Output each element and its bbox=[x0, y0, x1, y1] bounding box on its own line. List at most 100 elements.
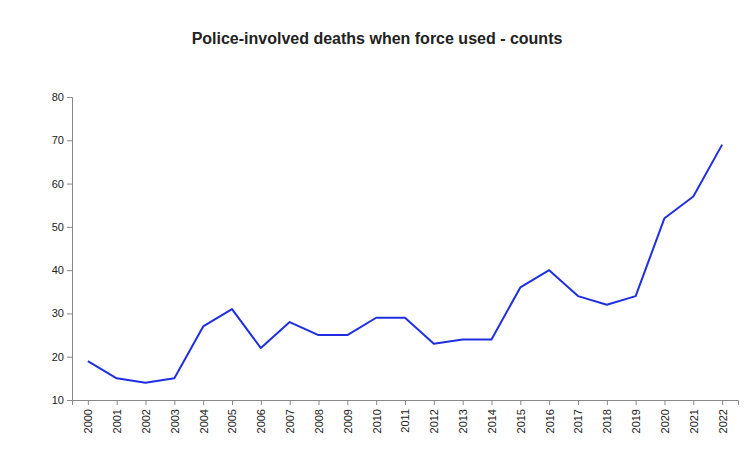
x-tick-mark bbox=[463, 400, 464, 405]
x-tick-label: 2021 bbox=[688, 409, 700, 433]
y-tick-label: 80 bbox=[52, 91, 64, 103]
x-tick-label: 2005 bbox=[226, 409, 238, 433]
x-tick: 2014 bbox=[486, 400, 498, 433]
x-tick-label: 2002 bbox=[140, 409, 152, 433]
x-tick-mark bbox=[434, 400, 435, 405]
x-tick-label: 2014 bbox=[486, 409, 498, 433]
data-line bbox=[88, 145, 722, 383]
chart-container: Police-involved deaths when force used -… bbox=[0, 0, 754, 460]
x-axis: 2000 2001 2002 2003 2004 2005 2006 2007 2008 2009… bbox=[73, 400, 739, 433]
y-tick-label: 30 bbox=[52, 307, 64, 319]
x-tick-mark bbox=[376, 400, 377, 405]
x-tick: 2013 bbox=[457, 400, 469, 433]
x-tick-label: 2003 bbox=[169, 409, 181, 433]
x-tick-label: 2012 bbox=[428, 409, 440, 433]
x-tick-mark bbox=[520, 400, 521, 405]
x-tick-label: 2008 bbox=[313, 409, 325, 433]
plot-area: 10 20 30 40 50 60 70 80 2000 2001 2002 2003 2004 2005… bbox=[52, 91, 739, 433]
x-tick-mark bbox=[88, 400, 89, 405]
x-tick-label: 2020 bbox=[659, 409, 671, 433]
x-tick-mark bbox=[722, 400, 723, 405]
y-tick: 60 bbox=[52, 178, 72, 190]
marks bbox=[88, 145, 722, 383]
y-tick: 10 bbox=[52, 394, 72, 406]
x-tick-mark bbox=[117, 400, 118, 405]
x-tick-label: 2019 bbox=[630, 409, 642, 433]
x-axis-line bbox=[73, 401, 739, 406]
x-tick-label: 2006 bbox=[255, 409, 267, 433]
x-tick-mark bbox=[347, 400, 348, 405]
x-tick: 2001 bbox=[111, 400, 123, 433]
x-tick: 2011 bbox=[399, 400, 411, 433]
chart-title: Police-involved deaths when force used -… bbox=[192, 30, 563, 47]
x-tick: 2002 bbox=[140, 400, 152, 433]
x-tick: 2010 bbox=[371, 400, 383, 433]
x-tick: 2019 bbox=[630, 400, 642, 433]
x-tick-label: 2010 bbox=[371, 409, 383, 433]
x-tick-label: 2015 bbox=[515, 409, 527, 433]
y-tick-label: 10 bbox=[52, 394, 64, 406]
x-tick-label: 2009 bbox=[342, 409, 354, 433]
x-tick: 2003 bbox=[169, 400, 181, 433]
x-tick-mark bbox=[549, 400, 550, 405]
y-tick-label: 40 bbox=[52, 264, 64, 276]
y-tick-mark bbox=[67, 270, 72, 271]
x-tick: 2016 bbox=[544, 400, 556, 433]
y-tick-mark bbox=[67, 184, 72, 185]
y-tick-label: 20 bbox=[52, 351, 64, 363]
x-tick: 2012 bbox=[428, 400, 440, 433]
y-tick-mark bbox=[67, 357, 72, 358]
y-axis-line bbox=[67, 98, 73, 401]
x-tick-mark bbox=[664, 400, 665, 405]
y-tick: 80 bbox=[52, 91, 72, 103]
y-axis: 10 20 30 40 50 60 70 80 bbox=[52, 91, 73, 406]
x-tick-mark bbox=[636, 400, 637, 405]
x-tick-mark bbox=[491, 400, 492, 405]
chart-svg: Police-involved deaths when force used -… bbox=[0, 0, 754, 460]
x-tick: 2000 bbox=[82, 400, 94, 433]
x-tick: 2008 bbox=[313, 400, 325, 433]
x-tick-mark bbox=[578, 400, 579, 405]
y-tick: 40 bbox=[52, 264, 72, 276]
y-tick-mark bbox=[67, 227, 72, 228]
y-tick-mark bbox=[67, 400, 72, 401]
x-tick: 2022 bbox=[716, 400, 728, 433]
x-tick-mark bbox=[693, 400, 694, 405]
x-tick-mark bbox=[261, 400, 262, 405]
y-tick-mark bbox=[67, 313, 72, 314]
x-tick-mark bbox=[232, 400, 233, 405]
x-tick: 2005 bbox=[226, 400, 238, 433]
x-tick: 2017 bbox=[572, 400, 584, 433]
x-tick-label: 2004 bbox=[198, 409, 210, 433]
x-tick: 2007 bbox=[284, 400, 296, 433]
x-tick-mark bbox=[607, 400, 608, 405]
x-tick: 2009 bbox=[342, 400, 354, 433]
x-tick-mark bbox=[319, 400, 320, 405]
y-tick: 20 bbox=[52, 351, 72, 363]
y-tick-label: 70 bbox=[52, 134, 64, 146]
y-tick: 30 bbox=[52, 307, 72, 319]
x-tick-label: 2000 bbox=[82, 409, 94, 433]
x-tick-label: 2016 bbox=[544, 409, 556, 433]
x-tick-label: 2007 bbox=[284, 409, 296, 433]
x-tick: 2004 bbox=[198, 400, 210, 433]
x-tick-label: 2013 bbox=[457, 409, 469, 433]
y-tick-label: 50 bbox=[52, 221, 64, 233]
x-tick-label: 2022 bbox=[716, 409, 728, 433]
x-tick-mark bbox=[405, 400, 406, 405]
x-tick: 2006 bbox=[255, 400, 267, 433]
x-tick-mark bbox=[203, 400, 204, 405]
x-tick: 2021 bbox=[688, 400, 700, 433]
x-tick-mark bbox=[174, 400, 175, 405]
x-tick-mark bbox=[290, 400, 291, 405]
x-tick-label: 2017 bbox=[572, 409, 584, 433]
y-tick-mark bbox=[67, 97, 72, 98]
x-tick-label: 2001 bbox=[111, 409, 123, 433]
x-tick: 2020 bbox=[659, 400, 671, 433]
x-tick-label: 2011 bbox=[399, 409, 411, 433]
x-tick-mark bbox=[146, 400, 147, 405]
y-tick: 70 bbox=[52, 134, 72, 146]
x-tick: 2015 bbox=[515, 400, 527, 433]
y-tick-mark bbox=[67, 140, 72, 141]
y-tick: 50 bbox=[52, 221, 72, 233]
